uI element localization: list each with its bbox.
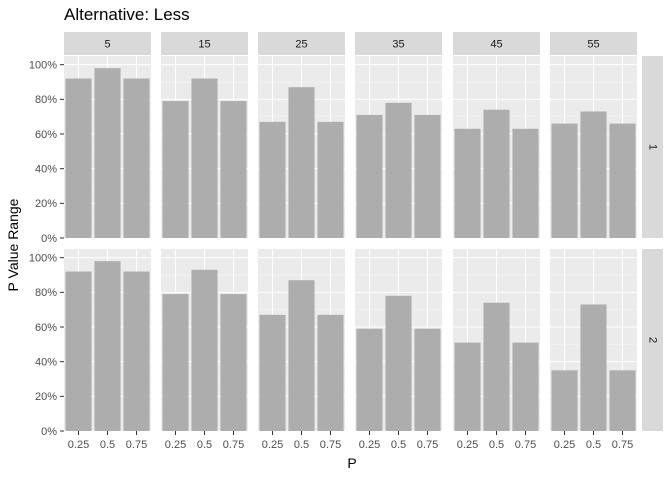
bar-0.5 [580, 111, 607, 238]
y-axis-tick-label: 0% [41, 426, 57, 438]
y-axis-tick-label: 0% [41, 233, 57, 245]
column-strip-35 [355, 32, 442, 55]
y-axis-tick-label: 40% [35, 356, 57, 368]
column-strip-25 [258, 32, 345, 55]
panel-row1-col35 [355, 56, 442, 239]
column-strip-label-15: 15 [198, 39, 210, 51]
bar-0.25 [259, 121, 286, 238]
panels-layer: 5 15 25 35 45 55120%20%40%60%80%100%0%20%40%6… [29, 32, 663, 451]
x-axis-tick-label: 0.25 [554, 439, 575, 451]
bar-0.5 [580, 304, 607, 431]
bar-0.25 [356, 328, 383, 431]
bar-0.75 [220, 294, 247, 431]
y-axis-tick-label: 60% [35, 129, 57, 141]
bar-0.75 [123, 271, 150, 431]
bar-0.25 [162, 101, 189, 238]
x-axis-tick-label: 0.25 [262, 439, 283, 451]
column-strip-label-55: 55 [587, 39, 599, 51]
x-axis-tick-label: 0.5 [100, 439, 115, 451]
bar-0.25 [454, 128, 481, 238]
bar-0.5 [94, 68, 121, 238]
x-axis-tick-label: 0.75 [126, 439, 147, 451]
bar-0.5 [191, 78, 218, 239]
y-axis-tick-label: 20% [35, 391, 57, 403]
x-axis-tick-label: 0.5 [294, 439, 309, 451]
bar-0.5 [483, 109, 510, 238]
x-axis-tick-label: 0.5 [391, 439, 406, 451]
x-axis-tick-label: 0.5 [489, 439, 504, 451]
bar-0.5 [288, 87, 315, 238]
bar-0.5 [94, 261, 121, 431]
row-strip-2 [642, 249, 663, 431]
x-axis-tick-label: 0.75 [223, 439, 244, 451]
bar-0.25 [454, 342, 481, 431]
column-strip-label-5: 5 [104, 39, 110, 51]
bar-0.5 [288, 280, 315, 431]
y-axis-tick-label: 40% [35, 163, 57, 175]
x-axis-title: P [347, 455, 356, 471]
bar-0.75 [512, 342, 539, 431]
bar-0.75 [220, 101, 247, 238]
panel-row2-col45 [453, 249, 540, 432]
column-strip-45 [453, 32, 540, 55]
y-axis-tick-label: 20% [35, 198, 57, 210]
bar-0.25 [65, 78, 92, 239]
x-axis-tick-label: 0.25 [359, 439, 380, 451]
bar-0.5 [385, 295, 412, 431]
bar-0.25 [259, 314, 286, 431]
x-axis-tick-label: 0.5 [586, 439, 601, 451]
bar-0.75 [317, 314, 344, 431]
x-axis-tick-label: 0.75 [612, 439, 633, 451]
bar-0.75 [414, 328, 441, 431]
panel-row2-col15 [161, 249, 248, 432]
x-axis-tick-label: 0.75 [320, 439, 341, 451]
bar-0.5 [483, 302, 510, 431]
column-strip-label-45: 45 [490, 39, 502, 51]
bar-0.25 [551, 123, 578, 238]
bar-0.75 [414, 114, 441, 238]
panel-row1-col55 [550, 56, 637, 239]
y-axis-tick-label: 60% [35, 322, 57, 334]
x-axis-tick-label: 0.25 [165, 439, 186, 451]
panel-row2-col5 [64, 249, 151, 432]
y-axis-tick-label: 100% [29, 252, 57, 264]
x-axis-tick-label: 0.25 [68, 439, 89, 451]
x-axis-tick-label: 0.75 [417, 439, 438, 451]
bar-0.75 [512, 128, 539, 238]
bar-0.75 [317, 121, 344, 238]
y-axis-tick-label: 100% [29, 59, 57, 71]
row-strip-label-1: 1 [647, 144, 659, 150]
panel-row1-col5 [64, 56, 151, 239]
panel-row1-col45 [453, 56, 540, 239]
bar-0.25 [65, 271, 92, 431]
column-strip-15 [161, 32, 248, 55]
panel-row2-col55 [550, 249, 637, 432]
column-strip-label-25: 25 [295, 39, 307, 51]
bar-0.5 [385, 102, 412, 238]
chart-title: Alternative: Less [64, 5, 190, 24]
bar-0.25 [356, 114, 383, 238]
y-axis-tick-label: 80% [35, 287, 57, 299]
x-axis-tick-label: 0.25 [457, 439, 478, 451]
y-axis-tick-label: 80% [35, 94, 57, 106]
panel-row1-col25 [258, 56, 345, 239]
row-strip-label-2: 2 [647, 337, 659, 343]
row-strip-1 [642, 56, 663, 238]
y-axis-title: P Value Range [5, 198, 21, 291]
panel-row2-col25 [258, 249, 345, 432]
column-strip-5 [64, 32, 151, 55]
bar-0.75 [123, 78, 150, 239]
bar-0.75 [609, 123, 636, 238]
bar-0.25 [162, 294, 189, 431]
bar-0.75 [609, 370, 636, 431]
column-strip-55 [550, 32, 637, 55]
panel-row2-col35 [355, 249, 442, 432]
bar-0.25 [551, 370, 578, 431]
x-axis-tick-label: 0.75 [515, 439, 536, 451]
bar-0.5 [191, 269, 218, 431]
panel-row1-col15 [161, 56, 248, 239]
column-strip-label-35: 35 [392, 39, 404, 51]
x-axis-tick-label: 0.5 [197, 439, 212, 451]
